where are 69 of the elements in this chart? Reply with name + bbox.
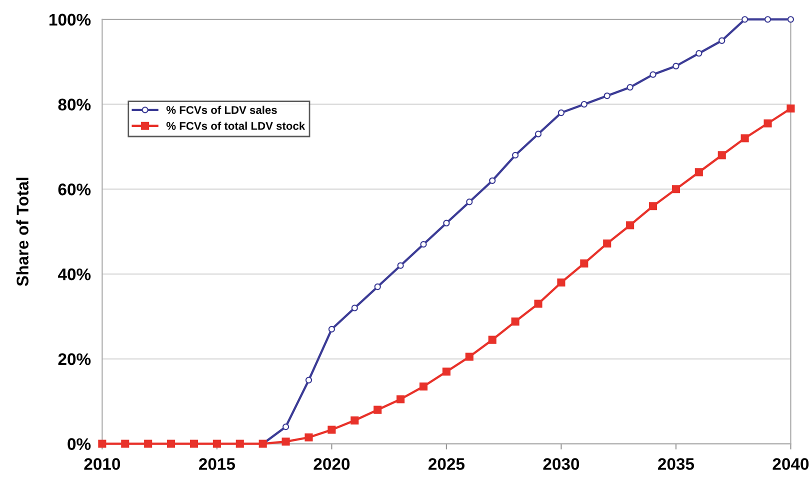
point: [328, 426, 336, 434]
point: [465, 352, 474, 361]
point: [305, 376, 312, 384]
point: [419, 382, 428, 391]
point: [534, 300, 542, 308]
point: [740, 134, 749, 142]
point: [718, 37, 726, 44]
point: [694, 168, 703, 176]
y-tick-label: 60%: [58, 184, 91, 196]
point: [98, 440, 106, 448]
point: [488, 336, 496, 344]
point: [648, 202, 658, 210]
point: [764, 119, 772, 128]
y-tick-label: 20%: [58, 353, 91, 366]
point: [626, 84, 634, 91]
point: [650, 71, 656, 78]
x-tick-label: 2030: [543, 458, 580, 470]
point: [604, 92, 610, 100]
point: [580, 100, 588, 108]
y-tick-label: 100%: [50, 14, 91, 26]
point: [374, 406, 382, 414]
point: [741, 16, 748, 23]
x-tick-label: 2015: [198, 458, 236, 470]
x-tick-label: 2040: [772, 458, 809, 470]
point: [420, 240, 427, 248]
point: [534, 130, 542, 138]
point: [764, 16, 772, 23]
point: [489, 177, 496, 184]
point: [558, 109, 565, 116]
y-axis-title: Share of Total: [16, 178, 28, 286]
x-tick-label: 2010: [84, 458, 120, 470]
legend-label: % FCVs of total LDV stock: [166, 122, 306, 130]
point: [190, 440, 198, 448]
point: [121, 440, 130, 448]
point: [212, 440, 221, 448]
point: [696, 50, 702, 57]
point: [442, 368, 450, 376]
y-tick-label: 40%: [58, 268, 91, 280]
point: [374, 283, 381, 290]
point: [282, 423, 290, 430]
y-tick-label: 80%: [58, 98, 91, 110]
x-tick-label: 2035: [658, 458, 694, 470]
point: [466, 198, 473, 206]
point: [626, 221, 634, 230]
point: [443, 220, 450, 226]
point: [512, 152, 519, 159]
x-tick-label: 2025: [428, 458, 465, 470]
point: [580, 259, 588, 268]
y-tick-label: 0%: [68, 438, 91, 450]
point: [351, 304, 358, 312]
point: [328, 326, 336, 333]
point: [672, 62, 680, 70]
x-tick-label: 2020: [314, 458, 350, 470]
point: [144, 440, 152, 448]
point: [787, 16, 794, 23]
point: [304, 433, 313, 442]
point: [236, 440, 244, 448]
point: [718, 151, 726, 160]
point: [511, 318, 520, 326]
point: [397, 262, 404, 269]
point: [396, 395, 405, 404]
point: [350, 416, 359, 424]
point: [786, 104, 795, 113]
point: [557, 278, 566, 287]
point: [672, 185, 680, 194]
legend-label: % FCVs of LDV sales: [166, 106, 277, 114]
point: [282, 438, 290, 446]
point: [167, 440, 176, 448]
point: [603, 239, 612, 248]
